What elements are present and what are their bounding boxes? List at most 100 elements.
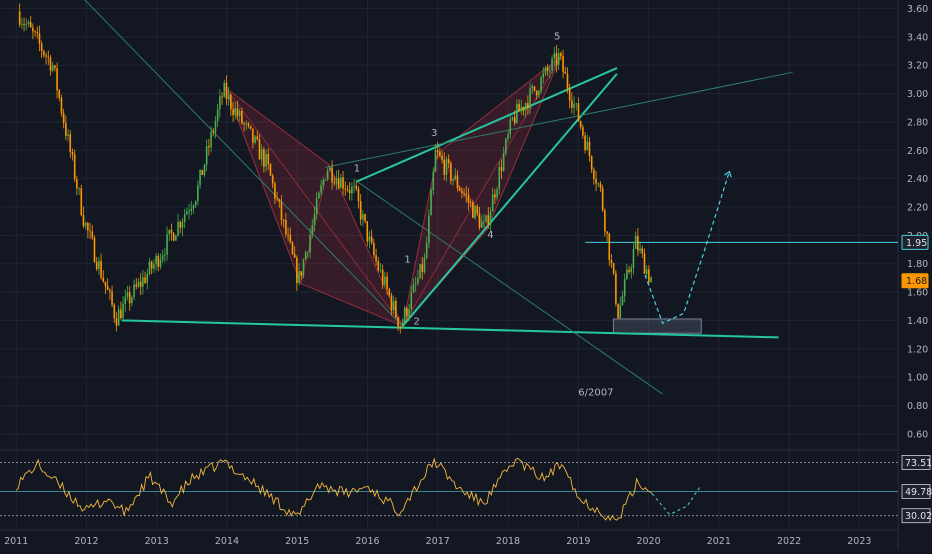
candle-body: [337, 178, 340, 188]
price-tick-label: 1.40: [907, 316, 928, 327]
osc-level-label: 49.78: [905, 487, 932, 498]
candle-body: [278, 199, 281, 202]
candle-body: [304, 252, 307, 260]
candle-body: [280, 201, 283, 220]
candle-body: [568, 88, 571, 101]
candle-body: [432, 171, 435, 190]
candle-body: [551, 58, 553, 71]
candle-body: [177, 221, 179, 236]
candle-body: [172, 233, 175, 241]
candle-body: [309, 234, 311, 253]
candle-body: [82, 214, 85, 226]
candle-body: [56, 68, 58, 91]
candle-body: [505, 138, 507, 153]
candle-body: [333, 182, 336, 184]
candle-body: [18, 11, 21, 25]
candle-body: [120, 309, 122, 319]
trend-line: [356, 181, 663, 395]
candle-body: [487, 215, 490, 225]
candle-body: [93, 237, 96, 263]
candle-body: [507, 133, 509, 139]
price-tick-label: 3.60: [907, 4, 928, 15]
candle-body: [155, 255, 157, 265]
candle-body: [348, 189, 351, 194]
osc-level-box: [901, 455, 931, 470]
candle-body: [144, 277, 146, 283]
candle-body: [241, 110, 243, 124]
candle-body: [436, 150, 439, 153]
candle-body: [168, 229, 171, 235]
time-tick-label: 2018: [496, 536, 520, 547]
candle-body: [27, 21, 30, 24]
osc-level-box: [901, 484, 931, 499]
candle-body: [465, 193, 468, 195]
candle-body: [249, 125, 252, 129]
candle-body: [645, 269, 648, 274]
candle-body: [612, 263, 615, 274]
price-tick-label: 2.60: [907, 146, 928, 157]
candle-body: [142, 277, 144, 287]
candle-body: [593, 169, 595, 179]
candle-body: [370, 236, 373, 243]
candle-body: [610, 259, 613, 264]
candle-body: [76, 178, 78, 189]
candle-body: [560, 52, 562, 57]
wave-label: 2: [413, 317, 419, 328]
candle-body: [577, 103, 580, 122]
candle-body: [384, 276, 386, 285]
candle-body: [62, 113, 65, 124]
candle-body: [564, 71, 567, 74]
time-axis: 2011 2012 2013 2014 2015 2016 2017 2018 2019 2020…: [4, 536, 871, 547]
time-tick-label: 2014: [215, 536, 239, 547]
candle-body: [443, 159, 446, 175]
time-tick-label: 2021: [707, 536, 731, 547]
candle-body: [637, 236, 639, 251]
candle-body: [188, 210, 190, 212]
candle-body: [65, 123, 67, 136]
candle-body: [40, 43, 43, 51]
candle-body: [128, 292, 131, 304]
candle-body: [302, 259, 305, 276]
candle-body: [522, 106, 525, 111]
candle-body: [562, 56, 564, 72]
candle-body: [238, 110, 241, 116]
candle-body: [322, 180, 325, 186]
price-tick-label: 1.00: [907, 373, 928, 384]
wave-label: 1: [354, 164, 360, 175]
candle-body: [597, 183, 600, 185]
price-tick-label: 0.80: [907, 401, 928, 412]
candle-body: [456, 175, 459, 188]
candle-body: [293, 254, 296, 258]
candle-body: [113, 304, 116, 319]
candle-body: [454, 175, 457, 180]
candle-body: [49, 57, 52, 71]
candle-body: [410, 292, 413, 310]
candle-body: [472, 202, 474, 218]
candle-body: [406, 308, 408, 317]
candle-body: [650, 277, 652, 283]
candle-body: [192, 205, 195, 209]
candle-body: [289, 234, 292, 243]
time-tick-label: 2015: [285, 536, 309, 547]
candle-body: [194, 200, 197, 206]
time-tick-label: 2019: [566, 536, 590, 547]
candle-body: [29, 21, 32, 28]
candle-body: [584, 135, 586, 151]
candle-body: [298, 271, 300, 283]
candle-body: [326, 171, 329, 180]
candle-body: [414, 283, 417, 285]
candle-body: [628, 269, 630, 272]
wave-label: 4: [487, 230, 493, 241]
candle-body: [474, 206, 476, 218]
price-tick-label: 1.60: [907, 288, 928, 299]
candle-body: [247, 123, 250, 126]
price-label: 1.95: [906, 238, 927, 249]
candle-body: [542, 73, 545, 78]
candle-body: [340, 177, 342, 188]
candle-body: [313, 214, 316, 226]
candle-body: [359, 201, 362, 220]
time-tick-label: 2023: [847, 536, 871, 547]
candle-body: [69, 134, 72, 153]
candle-body: [544, 67, 547, 74]
candle-body: [318, 192, 320, 199]
